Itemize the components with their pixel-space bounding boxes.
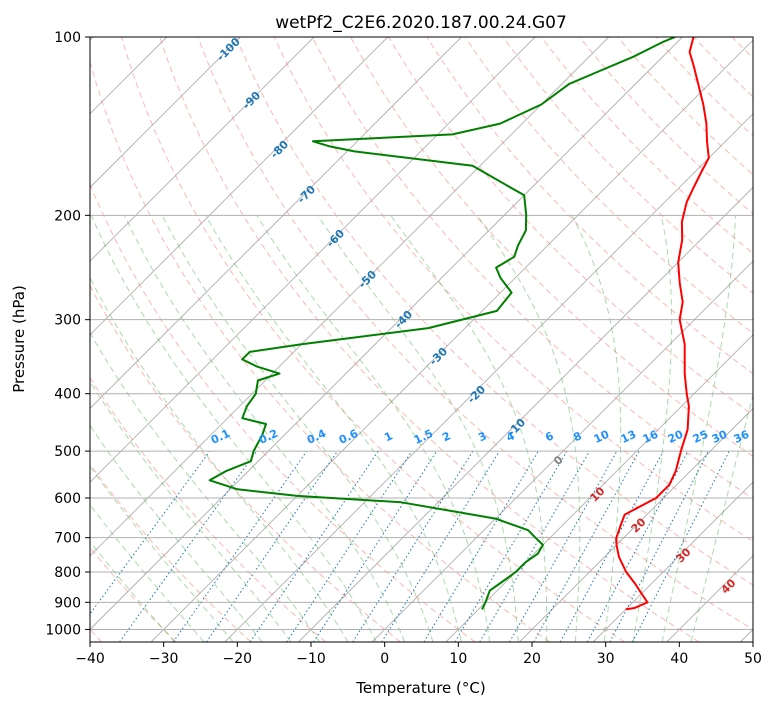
x-tick-label: 10 <box>449 651 467 667</box>
dewpoint-profile <box>208 37 676 610</box>
x-tick-label: 30 <box>597 651 615 667</box>
dry-adiabat-line <box>121 37 625 642</box>
mixing-ratio-line <box>533 450 640 642</box>
mixing-ratio-line <box>381 450 500 642</box>
mixing-ratio-line <box>559 450 664 642</box>
dry-adiabat-line <box>197 37 753 630</box>
isotherm-line <box>90 37 389 336</box>
x-tick-label: 50 <box>744 651 762 667</box>
mixing-ratio-line <box>509 450 618 642</box>
dry-adiabat-line <box>90 463 252 642</box>
chart-title: wetPf2_C2E6.2020.187.00.24.G07 <box>275 13 567 33</box>
moist-adiabat-line <box>90 276 349 642</box>
y-axis-title: Pressure (hPa) <box>10 285 28 393</box>
y-tick-label: 300 <box>54 313 81 329</box>
x-tick-label: 20 <box>523 651 541 667</box>
dry-adiabat-line <box>159 37 700 642</box>
y-tick-label: 700 <box>54 531 81 547</box>
moist-adiabat-line <box>90 215 377 642</box>
isotherm-line <box>371 260 753 642</box>
moist-adiabat-line <box>90 424 263 642</box>
moist-adiabat-line <box>571 215 622 642</box>
x-axis: −40 −30 −20 −10 0 10 20 30 40 50 <box>75 642 762 667</box>
moist-adiabat-line <box>123 215 406 642</box>
isotherm-line <box>445 334 753 642</box>
moist-adiabat-line <box>476 215 581 642</box>
moist-adiabat-line <box>90 504 205 642</box>
dry-adiabat-line <box>90 376 327 642</box>
y-tick-label: 500 <box>54 444 81 460</box>
x-tick-label: −30 <box>149 651 179 667</box>
y-tick-label: 1000 <box>45 622 81 638</box>
mixing-ratio-line <box>423 450 539 642</box>
moist-adiabat-line <box>90 465 234 642</box>
dry-adiabat-line <box>502 37 753 294</box>
mixing-ratio-label: 30 <box>710 428 730 446</box>
mixing-ratio-label: 10 <box>592 428 612 446</box>
y-tick-label: 200 <box>54 208 81 224</box>
mixing-ratio-line <box>172 450 308 642</box>
dry-adiabat-line <box>235 37 753 586</box>
y-tick-label: 100 <box>54 30 81 46</box>
isotherm-line <box>90 37 610 557</box>
moist-adiabat-line <box>632 215 673 642</box>
x-tick-label: −20 <box>223 651 253 667</box>
isotherm-line <box>90 37 536 483</box>
moist-adiabat-line <box>205 215 462 642</box>
pressure-grid <box>90 37 753 630</box>
isotherm-line <box>90 37 241 189</box>
mixing-ratio-label: 25 <box>691 428 710 446</box>
mixing-ratio-label: 16 <box>641 428 661 446</box>
isotherm-line <box>90 37 683 631</box>
reference-lines <box>90 37 775 642</box>
moist-adiabat-line <box>256 215 491 642</box>
temperature-profile <box>615 37 710 611</box>
mixing-ratio-line <box>313 450 438 642</box>
x-tick-label: −10 <box>296 651 326 667</box>
mixing-ratio-line <box>454 450 568 642</box>
moist-adiabat-line <box>661 215 736 642</box>
x-tick-label: −40 <box>75 651 105 667</box>
x-tick-label: 40 <box>670 651 688 667</box>
isotherm-line <box>592 481 753 642</box>
y-tick-label: 800 <box>54 565 81 581</box>
isotherm-line <box>224 113 753 642</box>
profiles <box>208 37 710 611</box>
isotherm-line <box>90 37 315 262</box>
dry-adiabat-line <box>770 37 775 642</box>
isotherm-line <box>90 37 462 410</box>
dry-adiabat-line <box>90 60 551 642</box>
mixing-ratio-label: 36 <box>732 428 752 446</box>
y-tick-label: 400 <box>54 387 81 403</box>
moist-adiabat-line <box>390 215 548 642</box>
isotherm-line <box>150 39 753 642</box>
y-axis: 100 200 300 400 500 600 700 800 900 1000 <box>45 30 90 638</box>
dry-adiabat-line <box>311 37 753 500</box>
mixing-ratio-line <box>205 450 338 642</box>
plot-frame <box>89 36 754 643</box>
moist-adiabat-line <box>90 380 292 642</box>
moist-adiabat-line <box>90 331 320 642</box>
mixing-ratio-line <box>479 450 591 642</box>
moist-adiabat-line <box>317 215 519 642</box>
mixing-ratio-line <box>352 450 474 642</box>
mixing-ratio-label: 13 <box>619 428 638 446</box>
x-axis-title: Temperature (°C) <box>355 679 485 697</box>
dry-adiabat-line <box>273 37 753 543</box>
isotherm-line <box>519 407 753 642</box>
x-tick-label: 0 <box>380 651 389 667</box>
y-tick-label: 600 <box>54 491 81 507</box>
plot-background <box>90 37 753 642</box>
mixing-ratio-label: 20 <box>666 428 686 446</box>
y-tick-label: 900 <box>54 595 81 611</box>
